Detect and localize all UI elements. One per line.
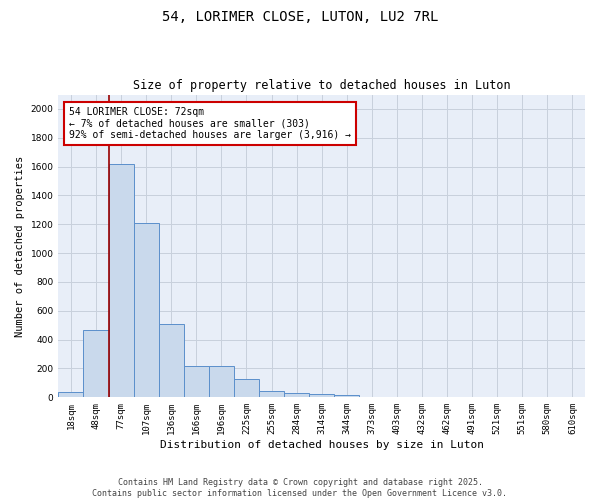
Bar [234,378,259,398]
Bar [259,391,284,398]
Bar [83,330,109,398]
Title: Size of property relative to detached houses in Luton: Size of property relative to detached ho… [133,79,511,92]
Bar [334,395,359,398]
Y-axis label: Number of detached properties: Number of detached properties [15,156,25,336]
Bar [134,223,159,398]
Bar [284,393,309,398]
Text: 54, LORIMER CLOSE, LUTON, LU2 7RL: 54, LORIMER CLOSE, LUTON, LU2 7RL [162,10,438,24]
Bar [184,366,209,398]
Bar [159,324,184,398]
Text: Contains HM Land Registry data © Crown copyright and database right 2025.
Contai: Contains HM Land Registry data © Crown c… [92,478,508,498]
Bar [309,394,334,398]
Bar [109,164,134,398]
Bar [58,392,83,398]
X-axis label: Distribution of detached houses by size in Luton: Distribution of detached houses by size … [160,440,484,450]
Text: 54 LORIMER CLOSE: 72sqm
← 7% of detached houses are smaller (303)
92% of semi-de: 54 LORIMER CLOSE: 72sqm ← 7% of detached… [69,106,351,140]
Bar [209,366,234,398]
